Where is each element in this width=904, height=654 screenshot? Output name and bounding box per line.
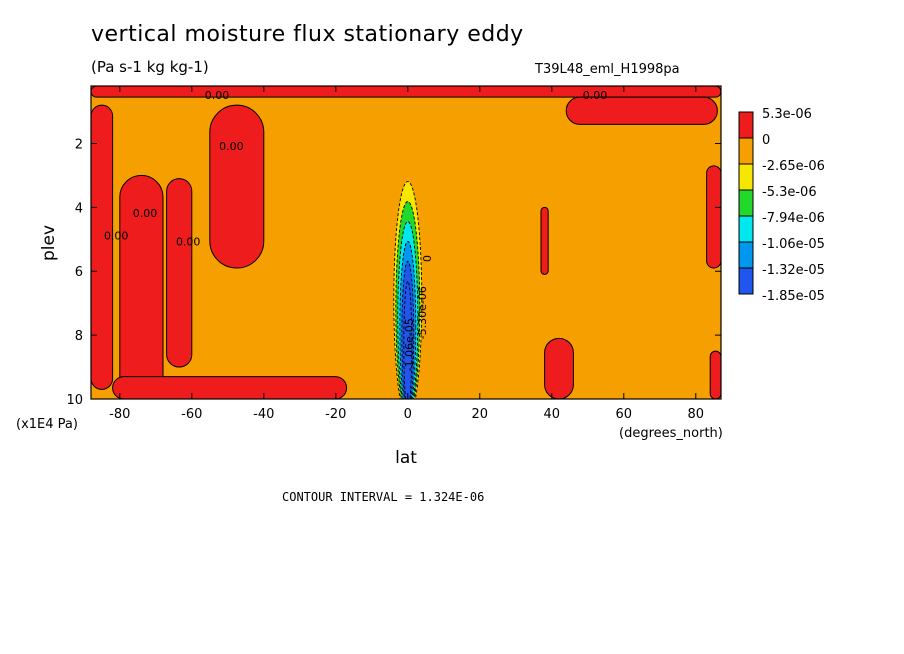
contour-label: 0 — [421, 255, 434, 262]
contour-label: -1.06e-05 — [403, 318, 416, 371]
plot-frame — [90, 85, 722, 400]
run-id: T39L48_eml_H1998pa — [535, 62, 680, 77]
legend-label: 0 — [762, 133, 770, 148]
x-tick-label: -40 — [253, 407, 274, 422]
legend-swatch — [738, 267, 754, 295]
contour-label: 0.00 — [205, 89, 230, 102]
negative-core-level-5 — [403, 280, 413, 399]
positive-region-3 — [166, 178, 193, 368]
contour-label: 0.00 — [219, 140, 244, 153]
y-tick-label: 8 — [75, 329, 83, 344]
legend-swatch — [738, 163, 754, 191]
x-axis: -80 -60 -40 -20 0 20 40 60 80 — [109, 86, 704, 422]
positive-region-0 — [91, 86, 721, 98]
legend-swatch — [738, 241, 754, 269]
y-tick-label: 10 — [66, 393, 83, 408]
contour-interval: CONTOUR INTERVAL = 1.324E-06 — [282, 490, 485, 504]
x-tick-label: -20 — [325, 407, 346, 422]
x-axis-unit: (degrees_north) — [619, 426, 723, 441]
legend-swatch — [738, 189, 754, 217]
x-tick-label: 80 — [688, 407, 705, 422]
x-tick-label: 20 — [472, 407, 489, 422]
y-axis: 2 4 6 8 10 — [66, 137, 721, 408]
positive-region-2 — [119, 174, 164, 399]
y-axis-unit: (x1E4 Pa) — [16, 417, 78, 432]
legend-label: 5.3e-06 — [762, 107, 812, 122]
x-tick-label: -80 — [109, 407, 130, 422]
contour-label: 0.00 — [133, 207, 158, 220]
legend-label: -1.32e-05 — [762, 263, 825, 278]
x-axis-label: lat — [395, 448, 417, 468]
positive-region-6 — [565, 96, 718, 125]
positive-region-5 — [112, 376, 348, 399]
y-tick-label: 4 — [75, 201, 83, 216]
plot-area: 0.00 0.00 0.00 0.00 0.00 0.00 0 -1.06e-05-5.30e… — [91, 86, 721, 399]
x-tick-label: 60 — [616, 407, 633, 422]
legend-label: -5.3e-06 — [762, 185, 817, 200]
positive-region-4 — [209, 104, 265, 269]
legend-label: -1.85e-05 — [762, 289, 825, 304]
color-legend: 5.3e-06 0 -2.65e-06 -5.3e-06 -7.94e-06 -1.06e… — [738, 107, 825, 304]
contour-label: -5.30e-06 — [416, 286, 429, 339]
contour-label: 0.00 — [176, 236, 201, 249]
legend-label: -2.65e-06 — [762, 159, 825, 174]
x-tick-label: 40 — [544, 407, 561, 422]
positive-region-9 — [706, 165, 721, 269]
contour-label: 0.00 — [583, 89, 608, 102]
x-tick-label: -60 — [181, 407, 202, 422]
positive-region-8 — [544, 337, 574, 399]
chart-title: vertical moisture flux stationary eddy — [91, 22, 524, 47]
legend-swatch — [738, 215, 754, 243]
chart-units: (Pa s-1 kg kg-1) — [91, 58, 209, 76]
positive-region-7 — [540, 206, 549, 275]
x-tick-label: 0 — [404, 407, 412, 422]
contour-label: 0.00 — [104, 229, 129, 242]
legend-label: -7.94e-06 — [762, 211, 825, 226]
legend-swatch — [738, 111, 754, 139]
legend-label: -1.06e-05 — [762, 237, 825, 252]
positive-region-1 — [91, 104, 114, 390]
y-tick-label: 6 — [75, 265, 83, 280]
y-tick-label: 2 — [75, 137, 83, 152]
legend-swatch — [738, 137, 754, 165]
y-axis-label: plev — [39, 225, 59, 261]
positive-region-10 — [709, 350, 721, 399]
